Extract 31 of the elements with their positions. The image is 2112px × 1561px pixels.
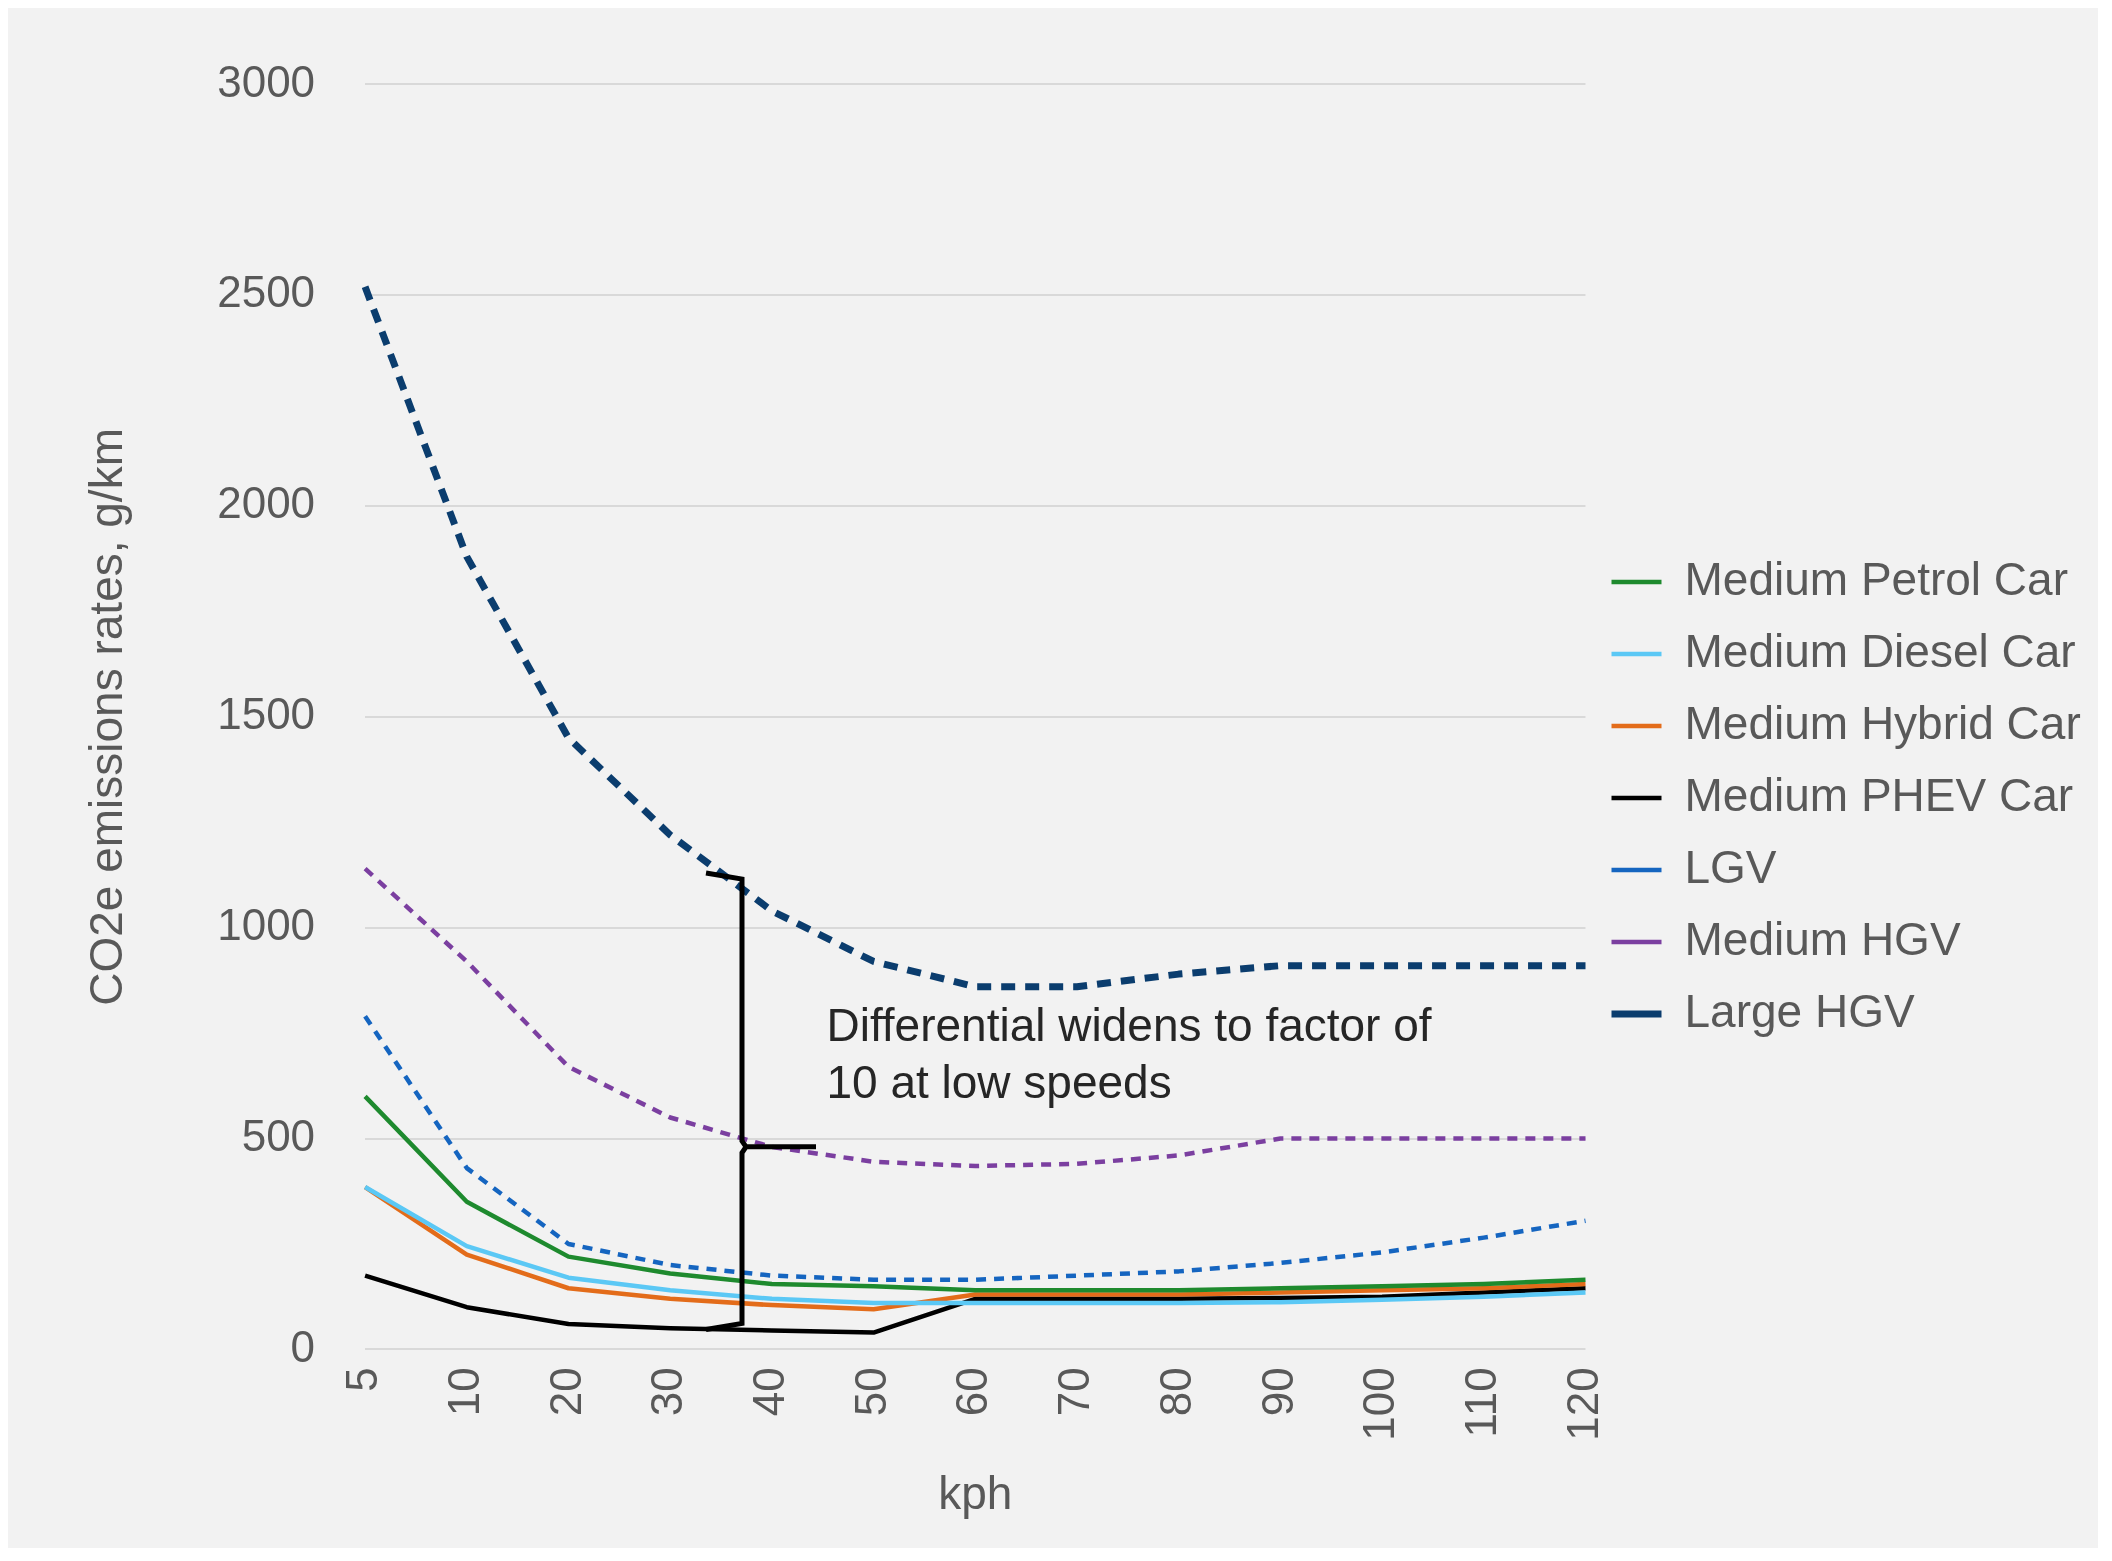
x-tick-label: 100 xyxy=(1354,1367,1404,1441)
legend-label: Medium Diesel Car xyxy=(1684,624,2076,677)
y-tick-label: 1000 xyxy=(217,899,316,949)
y-tick-label: 2000 xyxy=(217,478,316,528)
y-tick-label: 500 xyxy=(241,1110,316,1160)
legend-label: Medium PHEV Car xyxy=(1684,768,2074,821)
x-tick-label: 10 xyxy=(438,1367,488,1417)
y-tick-label: 3000 xyxy=(217,56,316,106)
x-tick-label: 120 xyxy=(1557,1367,1607,1441)
x-tick-label: 20 xyxy=(540,1367,590,1417)
x-tick-label: 80 xyxy=(1150,1367,1200,1417)
x-tick-label: 90 xyxy=(1252,1367,1302,1417)
x-axis-title: kph xyxy=(938,1467,1013,1520)
y-tick-label: 0 xyxy=(290,1321,316,1371)
y-tick-label: 1500 xyxy=(217,689,316,739)
y-axis-title: CO2e emissions rates, g/km xyxy=(80,428,133,1006)
x-tick-label: 60 xyxy=(947,1367,997,1417)
legend-label: Medium Petrol Car xyxy=(1684,552,2068,605)
legend-label: Medium Hybrid Car xyxy=(1684,696,2081,749)
x-tick-label: 110 xyxy=(1455,1367,1505,1438)
x-tick-label: 5 xyxy=(337,1367,387,1392)
legend-label: Medium HGV xyxy=(1684,912,1961,965)
legend-label: LGV xyxy=(1684,840,1777,893)
x-tick-label: 40 xyxy=(744,1367,794,1417)
x-tick-label: 50 xyxy=(845,1367,895,1417)
x-tick-label: 70 xyxy=(1049,1367,1099,1417)
legend-label: Large HGV xyxy=(1684,984,1915,1037)
x-tick-label: 30 xyxy=(642,1367,692,1417)
line-series xyxy=(362,866,1588,1169)
y-tick-label: 2500 xyxy=(217,267,316,317)
annotation: Differential widens to factor of 10 at low speeds xyxy=(826,997,1433,1111)
